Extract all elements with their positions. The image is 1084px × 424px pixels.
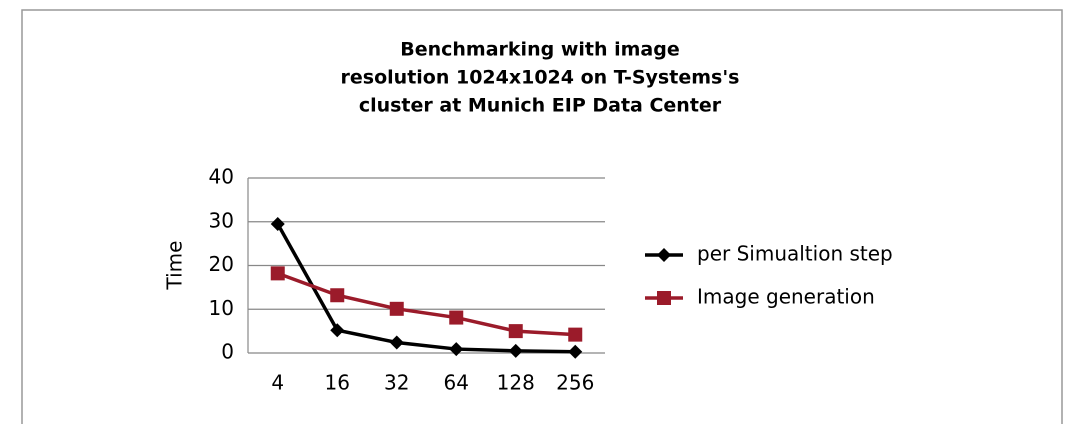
marker [330, 288, 345, 303]
marker [270, 266, 285, 281]
x-tick-label: 4 [271, 371, 284, 395]
x-tick-label: 128 [497, 371, 535, 395]
marker [657, 248, 671, 262]
x-tick-label: 16 [325, 371, 350, 395]
x-tick-label: 256 [556, 371, 594, 395]
marker [568, 344, 583, 359]
marker [568, 327, 583, 342]
x-tick-label: 64 [444, 371, 469, 395]
x-tick-label: 32 [384, 371, 409, 395]
y-axis-label: Time [163, 241, 187, 291]
y-tick-label: 30 [209, 208, 234, 232]
series-line [277, 271, 576, 337]
y-tick-label: 40 [209, 165, 234, 189]
chart-title: cluster at Munich EIP Data Center [359, 95, 722, 117]
marker [330, 323, 345, 338]
marker [449, 310, 464, 325]
marker [657, 291, 671, 305]
marker [389, 301, 404, 316]
marker [270, 216, 285, 231]
y-tick-label: 10 [209, 296, 234, 320]
chart-title: Benchmarking with image [400, 39, 679, 61]
series-line [276, 223, 576, 354]
marker [508, 343, 523, 358]
chart-title: resolution 1024x1024 on T-Systems's [341, 67, 740, 89]
legend-label: per Simualtion step [697, 242, 893, 266]
y-tick-label: 20 [209, 252, 234, 276]
marker [389, 335, 404, 350]
marker [449, 342, 464, 357]
legend-label: Image generation [697, 285, 875, 309]
frame [21, 9, 1063, 424]
marker [508, 324, 523, 339]
y-tick-label: 0 [221, 340, 234, 364]
